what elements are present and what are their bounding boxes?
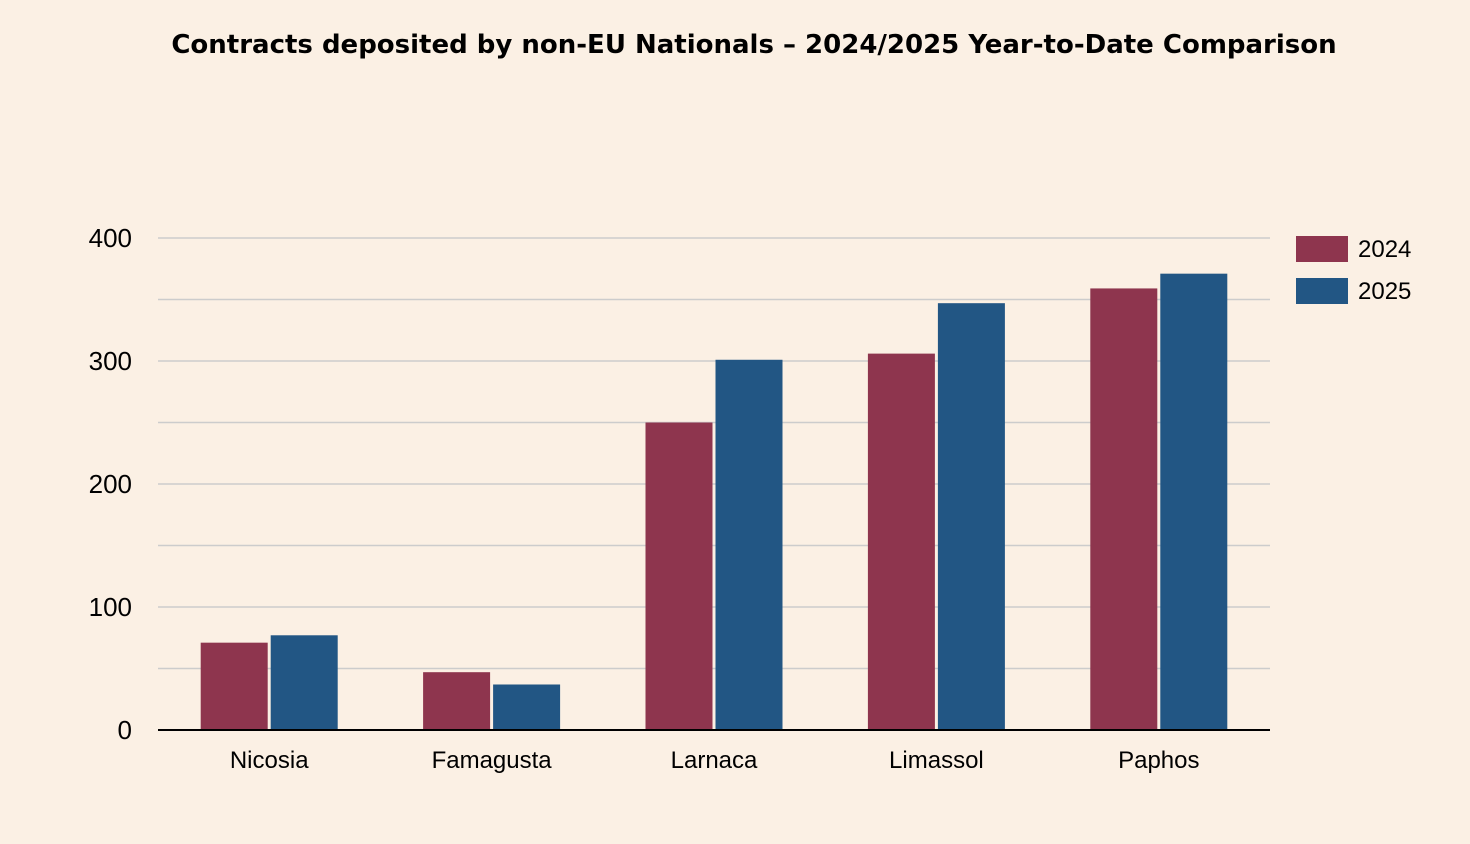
x-tick-label-larnaca: Larnaca [671, 747, 758, 774]
x-tick-label-paphos: Paphos [1118, 747, 1199, 774]
bar-larnaca-2025 [715, 359, 783, 730]
y-tick-label: 0 [118, 715, 132, 745]
bar-nicosia-2025 [270, 635, 338, 730]
bar-famagusta-2025 [493, 684, 561, 730]
legend-label-2024: 2024 [1358, 236, 1412, 263]
bar-paphos-2025 [1160, 273, 1228, 730]
bar-limassol-2025 [937, 303, 1005, 730]
bars [200, 273, 1228, 730]
y-tick-label: 100 [89, 592, 132, 622]
x-tick-label-limassol: Limassol [889, 747, 984, 774]
y-tick-label: 300 [89, 346, 132, 376]
y-tick-label: 200 [89, 469, 132, 499]
bar-larnaca-2024 [645, 422, 713, 730]
y-axis-ticks: 0 100 200 300 400 [89, 223, 132, 745]
legend-swatch-2025 [1296, 278, 1348, 304]
legend-swatch-2024 [1296, 236, 1348, 262]
x-tick-label-nicosia: Nicosia [230, 747, 309, 774]
chart-title: Contracts deposited by non-EU Nationals … [171, 30, 1337, 60]
bar-paphos-2024 [1090, 288, 1158, 730]
legend-label-2025: 2025 [1358, 278, 1412, 305]
y-tick-label: 400 [89, 223, 132, 253]
bar-limassol-2024 [867, 353, 935, 730]
x-tick-label-famagusta: Famagusta [432, 747, 553, 774]
bar-nicosia-2024 [200, 642, 268, 730]
gridlines [158, 237, 1270, 670]
bar-famagusta-2024 [423, 672, 491, 730]
x-axis-ticks: Nicosia Famagusta Larnaca Limassol Paphos [230, 747, 1200, 774]
